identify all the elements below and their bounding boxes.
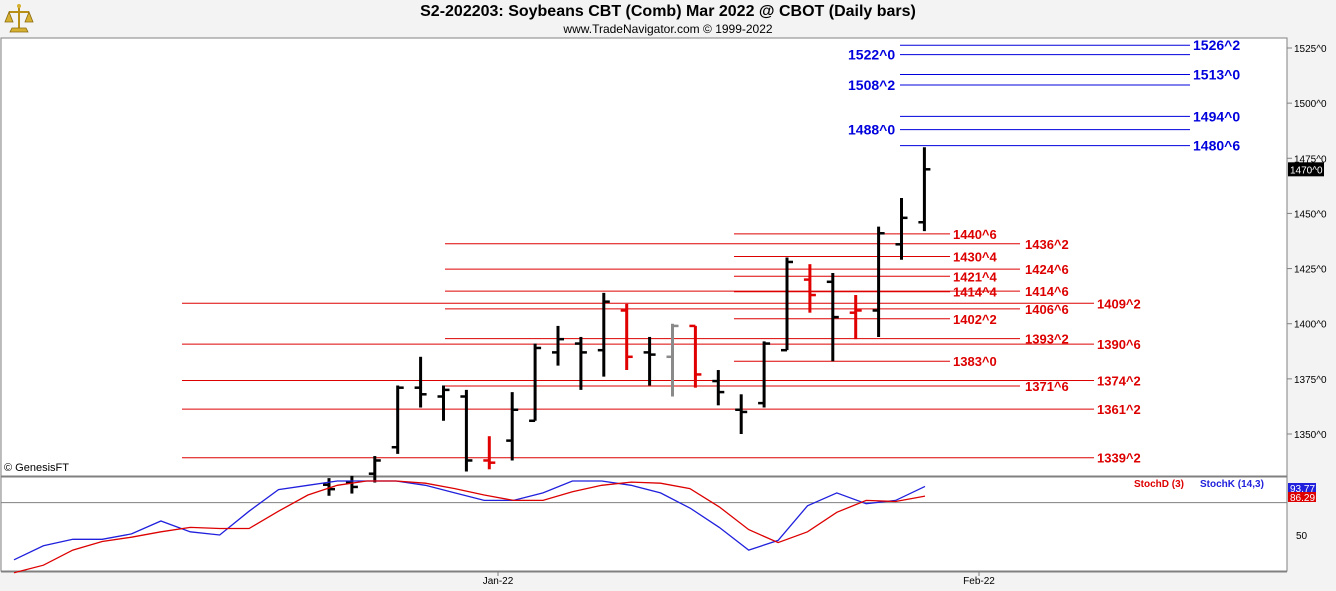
level-label: 1339^2 [1097, 451, 1141, 466]
ohlc-bar [735, 394, 748, 434]
stochastic-panel [0, 476, 1288, 572]
x-tick-label: Jan-22 [483, 576, 514, 587]
price-panel [0, 37, 1288, 477]
ohlc-bar [643, 336, 656, 386]
legend-stochd: StochD (3) [1134, 479, 1184, 490]
level-label: 1421^4 [953, 269, 998, 284]
y-tick-label: 1500^0 [1294, 99, 1327, 110]
y-tick-label: 1350^0 [1294, 430, 1327, 441]
y-tick-label: 1525^0 [1294, 44, 1327, 55]
y-tick-label: 1400^0 [1294, 320, 1327, 331]
ohlc-bar [345, 475, 358, 494]
ohlc-bar [437, 385, 450, 421]
level-label: 1374^2 [1097, 374, 1141, 389]
level-label: 1361^2 [1097, 402, 1141, 417]
ohlc-bar [826, 272, 839, 362]
ohlc-bar [460, 389, 473, 472]
y-tick-label: 1425^0 [1294, 265, 1327, 276]
ohlc-bar [918, 147, 931, 232]
stochd-value-label: 86.29 [1290, 493, 1315, 504]
ohlc-bar [872, 226, 885, 337]
ohlc-bar [506, 392, 519, 461]
y-tick-label: 1450^0 [1294, 209, 1327, 220]
ohlc-bar [781, 257, 793, 352]
x-tick-label: Feb-22 [963, 576, 995, 587]
y-tick-label: 1475^0 [1294, 154, 1327, 165]
logo-icon [4, 4, 34, 33]
level-label: 1440^6 [953, 227, 997, 242]
stoch-series-line [13, 480, 926, 561]
ohlc-bar [849, 295, 862, 340]
level-label: 1393^2 [1025, 332, 1069, 347]
ohlc-bar [620, 303, 633, 371]
level-label: 1513^0 [1193, 66, 1240, 82]
y-tick-label: 1375^0 [1294, 375, 1327, 386]
stoch-y-tick-label: 50 [1296, 531, 1308, 542]
level-label: 1390^6 [1097, 337, 1141, 352]
stochd-value-box [1288, 492, 1316, 502]
ohlc-bar [597, 292, 610, 377]
level-label: 1494^0 [1193, 108, 1240, 124]
ohlc-bar [758, 341, 771, 408]
last-price-label: 1470^0 [1290, 165, 1323, 176]
ohlc-bar [552, 325, 564, 366]
ohlc-bar [391, 385, 404, 454]
ohlc-bar [712, 370, 725, 406]
level-label: 1409^2 [1097, 296, 1141, 311]
chart-title: S2-202203: Soybeans CBT (Comb) Mar 2022 … [420, 3, 916, 20]
level-label: 1436^2 [1025, 237, 1069, 252]
ohlc-bar [666, 323, 679, 397]
level-label: 1406^6 [1025, 302, 1069, 317]
ohlc-bar [689, 324, 702, 388]
chart-subtitle: www.TradeNavigator.com © 1999-2022 [563, 22, 773, 36]
level-label: 1508^2 [848, 77, 895, 93]
level-label: 1522^0 [848, 47, 895, 63]
level-label: 1414^4 [953, 285, 998, 300]
stoch-series-line [13, 480, 926, 574]
level-label: 1480^6 [1193, 138, 1240, 154]
level-label: 1526^2 [1193, 37, 1240, 53]
ohlc-bar [529, 343, 542, 423]
ohlc-bar [414, 356, 427, 408]
stochk-value-box [1288, 483, 1316, 493]
copyright-label: © GenesisFT [4, 462, 69, 474]
ohlc-bar [368, 456, 381, 483]
ohlc-bar [895, 197, 908, 260]
last-price-box [1288, 162, 1324, 177]
level-label: 1414^6 [1025, 284, 1069, 299]
ohlc-bar [574, 336, 587, 390]
level-label: 1383^0 [953, 354, 997, 369]
level-label: 1430^4 [953, 249, 998, 264]
level-label: 1402^2 [953, 312, 997, 327]
title-bar: S2-202203: Soybeans CBT (Comb) Mar 2022 … [0, 0, 1336, 38]
ohlc-bar [803, 264, 816, 313]
level-label: 1371^6 [1025, 379, 1069, 394]
legend-stochk: StochK (14,3) [1200, 479, 1264, 490]
ohlc-bar [483, 436, 496, 470]
level-label: 1424^6 [1025, 262, 1069, 277]
stochk-value-label: 93.77 [1290, 484, 1315, 495]
level-label: 1488^0 [848, 122, 895, 138]
ohlc-bar [323, 478, 335, 496]
